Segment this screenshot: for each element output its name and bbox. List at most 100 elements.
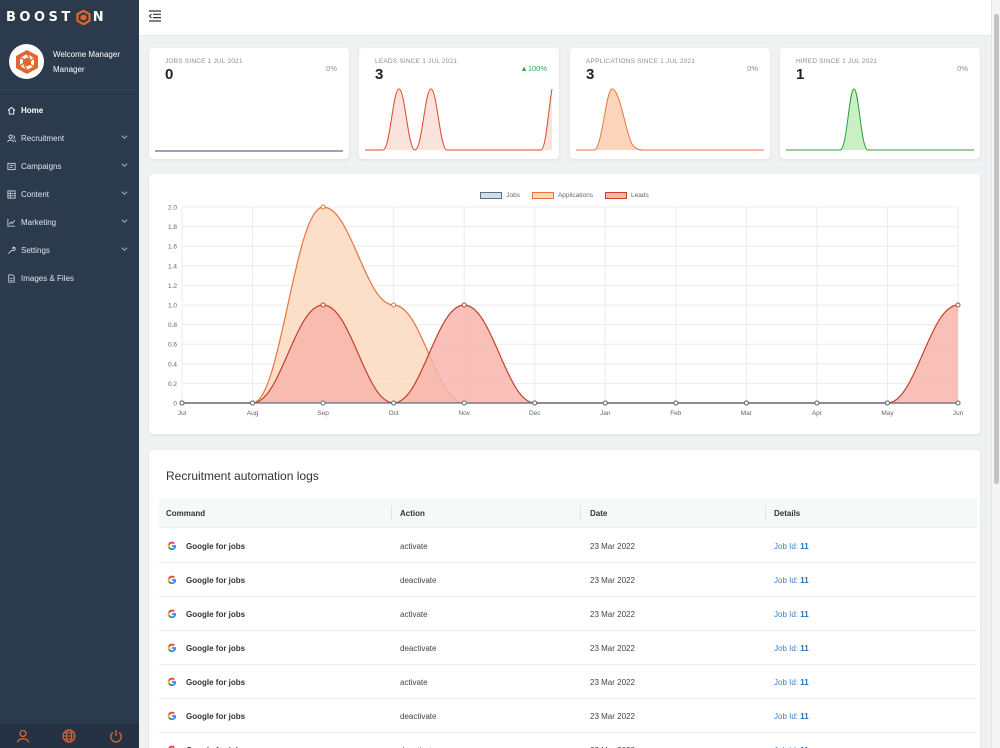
chevron-down-icon — [121, 247, 128, 251]
leads-point — [955, 302, 961, 308]
job-id-link[interactable]: Job Id: 11 — [774, 746, 809, 748]
jobs-point — [532, 400, 538, 406]
job-id-link[interactable]: Job Id: 11 — [774, 576, 809, 585]
x-tick-label: Jun — [953, 410, 964, 417]
command-cell: Google for jobs — [186, 678, 246, 687]
user-icon[interactable] — [16, 729, 30, 743]
user-profile[interactable]: Welcome Manager Manager — [0, 34, 139, 90]
job-id-label: Job Id: — [774, 576, 799, 585]
stat-change: 0% — [326, 64, 337, 73]
sidebar-item-label: Home — [21, 105, 44, 115]
menu-toggle-icon[interactable] — [148, 9, 162, 23]
google-icon — [167, 541, 177, 551]
jobs-point — [955, 400, 961, 406]
welcome-text: Welcome Manager — [53, 49, 120, 59]
action-cell: deactivate — [400, 712, 437, 721]
sidebar-footer — [0, 724, 139, 748]
job-id-value: 11 — [800, 576, 809, 585]
chevron-down-icon — [121, 191, 128, 195]
x-tick-label: Jan — [600, 410, 611, 417]
chevron-down-icon — [121, 219, 128, 223]
legend-item-applications[interactable]: Applications — [531, 192, 593, 199]
sidebar-item-home[interactable]: Home — [0, 96, 139, 124]
user-role: Manager — [53, 64, 85, 74]
campaign-icon — [6, 161, 16, 171]
leads-point — [461, 302, 467, 308]
column-header-command[interactable]: Command — [166, 509, 206, 518]
legend-item-jobs[interactable]: Jobs — [480, 192, 520, 199]
jobs-point — [602, 400, 608, 406]
sidebar-item-recruitment[interactable]: Recruitment — [0, 124, 139, 152]
x-tick-label: Feb — [670, 410, 682, 417]
x-tick-label: May — [881, 410, 894, 417]
sidebar-item-label: Campaigns — [21, 161, 62, 171]
chevron-down-icon — [121, 163, 128, 167]
content-icon — [6, 189, 16, 199]
leads-area — [182, 305, 958, 403]
job-id-link[interactable]: Job Id: 11 — [774, 678, 809, 687]
date-cell: 23 Mar 2022 — [590, 644, 635, 653]
people-icon — [6, 133, 16, 143]
power-icon[interactable] — [109, 729, 123, 743]
sidebar-item-campaigns[interactable]: Campaigns — [0, 152, 139, 180]
job-id-label: Job Id: — [774, 712, 799, 721]
file-icon — [6, 273, 16, 283]
legend-swatch — [605, 192, 628, 199]
stat-change: 0% — [957, 64, 968, 73]
google-icon — [168, 745, 175, 748]
column-header-action[interactable]: Action — [400, 509, 425, 518]
stat-value: 0 — [165, 66, 174, 83]
x-tick-label: Aug — [247, 410, 259, 417]
jobs-point — [391, 400, 397, 406]
sidebar-item-images-files[interactable]: Images & Files — [0, 264, 139, 292]
brand-logo[interactable]: BOOST N — [0, 0, 139, 34]
globe-icon[interactable] — [62, 729, 77, 743]
legend-swatch — [480, 192, 503, 199]
action-cell: deactivate — [400, 644, 437, 653]
stat-card-jobs: JOBS SINCE 1 JUL 2021 0 0% — [149, 48, 349, 159]
date-cell: 23 Mar 2022 — [590, 610, 635, 619]
stat-label: JOBS SINCE 1 JUL 2021 — [165, 58, 243, 65]
command-cell: Google for jobs — [186, 746, 245, 748]
y-tick-label: 0 — [173, 401, 177, 408]
trend-up-icon: ▲ — [520, 64, 528, 73]
sidebar-item-settings[interactable]: Settings — [0, 236, 139, 264]
command-cell: Google for jobs — [186, 542, 246, 551]
command-cell: Google for jobs — [186, 712, 246, 721]
jobs-point — [814, 400, 820, 406]
activity-area-chart: 0 0.2 0.4 0.6 0.8 1.0 1.2 1.4 1.6 1.8 2.0 Jul Aug Sep… — [168, 204, 964, 417]
sidebar: BOOST N Welcome Manager Manager Home — [0, 0, 139, 748]
command-cell: Google for jobs — [186, 644, 246, 653]
google-icon — [167, 643, 177, 653]
stat-label: LEADS SINCE 1 JUL 2021 — [375, 58, 458, 65]
stat-value: 1 — [796, 66, 805, 83]
legend-item-leads[interactable]: Leads — [605, 192, 649, 199]
action-cell: activate — [400, 610, 428, 619]
applications-point — [391, 302, 397, 308]
scrollbar-thumb[interactable] — [994, 14, 999, 484]
column-header-details[interactable]: Details — [774, 509, 801, 518]
column-divider — [765, 506, 766, 520]
job-id-link[interactable]: Job Id: 11 — [774, 712, 809, 721]
y-tick-label: 1.2 — [168, 283, 177, 290]
stat-card-leads: LEADS SINCE 1 JUL 2021 3 ▲100% — [359, 48, 559, 159]
page-scrollbar[interactable] — [991, 0, 1000, 748]
logo-text-left: BOOST — [6, 9, 74, 25]
jobs-point — [743, 400, 749, 406]
column-header-date[interactable]: Date — [590, 509, 608, 518]
job-id-value: 11 — [800, 712, 809, 721]
job-id-link[interactable]: Job Id: 11 — [774, 610, 809, 619]
automation-logs-card: Recruitment automation logs Command Acti… — [149, 450, 980, 748]
y-tick-label: 1.6 — [168, 244, 177, 251]
job-id-label: Job Id: — [774, 746, 798, 748]
job-id-link[interactable]: Job Id: 11 — [774, 644, 809, 653]
action-cell: deactivate — [400, 576, 437, 585]
y-tick-label: 1.0 — [168, 303, 177, 310]
x-tick-label: Dec — [529, 410, 541, 417]
x-tick-label: Mar — [741, 410, 753, 417]
job-id-link[interactable]: Job Id: 11 — [774, 542, 809, 551]
sidebar-item-content[interactable]: Content — [0, 180, 139, 208]
x-tick-label: Nov — [458, 410, 470, 417]
sidebar-item-marketing[interactable]: Marketing — [0, 208, 139, 236]
table-row: Google for jobs deactivate 23 Mar 2022 Job … — [159, 631, 977, 665]
